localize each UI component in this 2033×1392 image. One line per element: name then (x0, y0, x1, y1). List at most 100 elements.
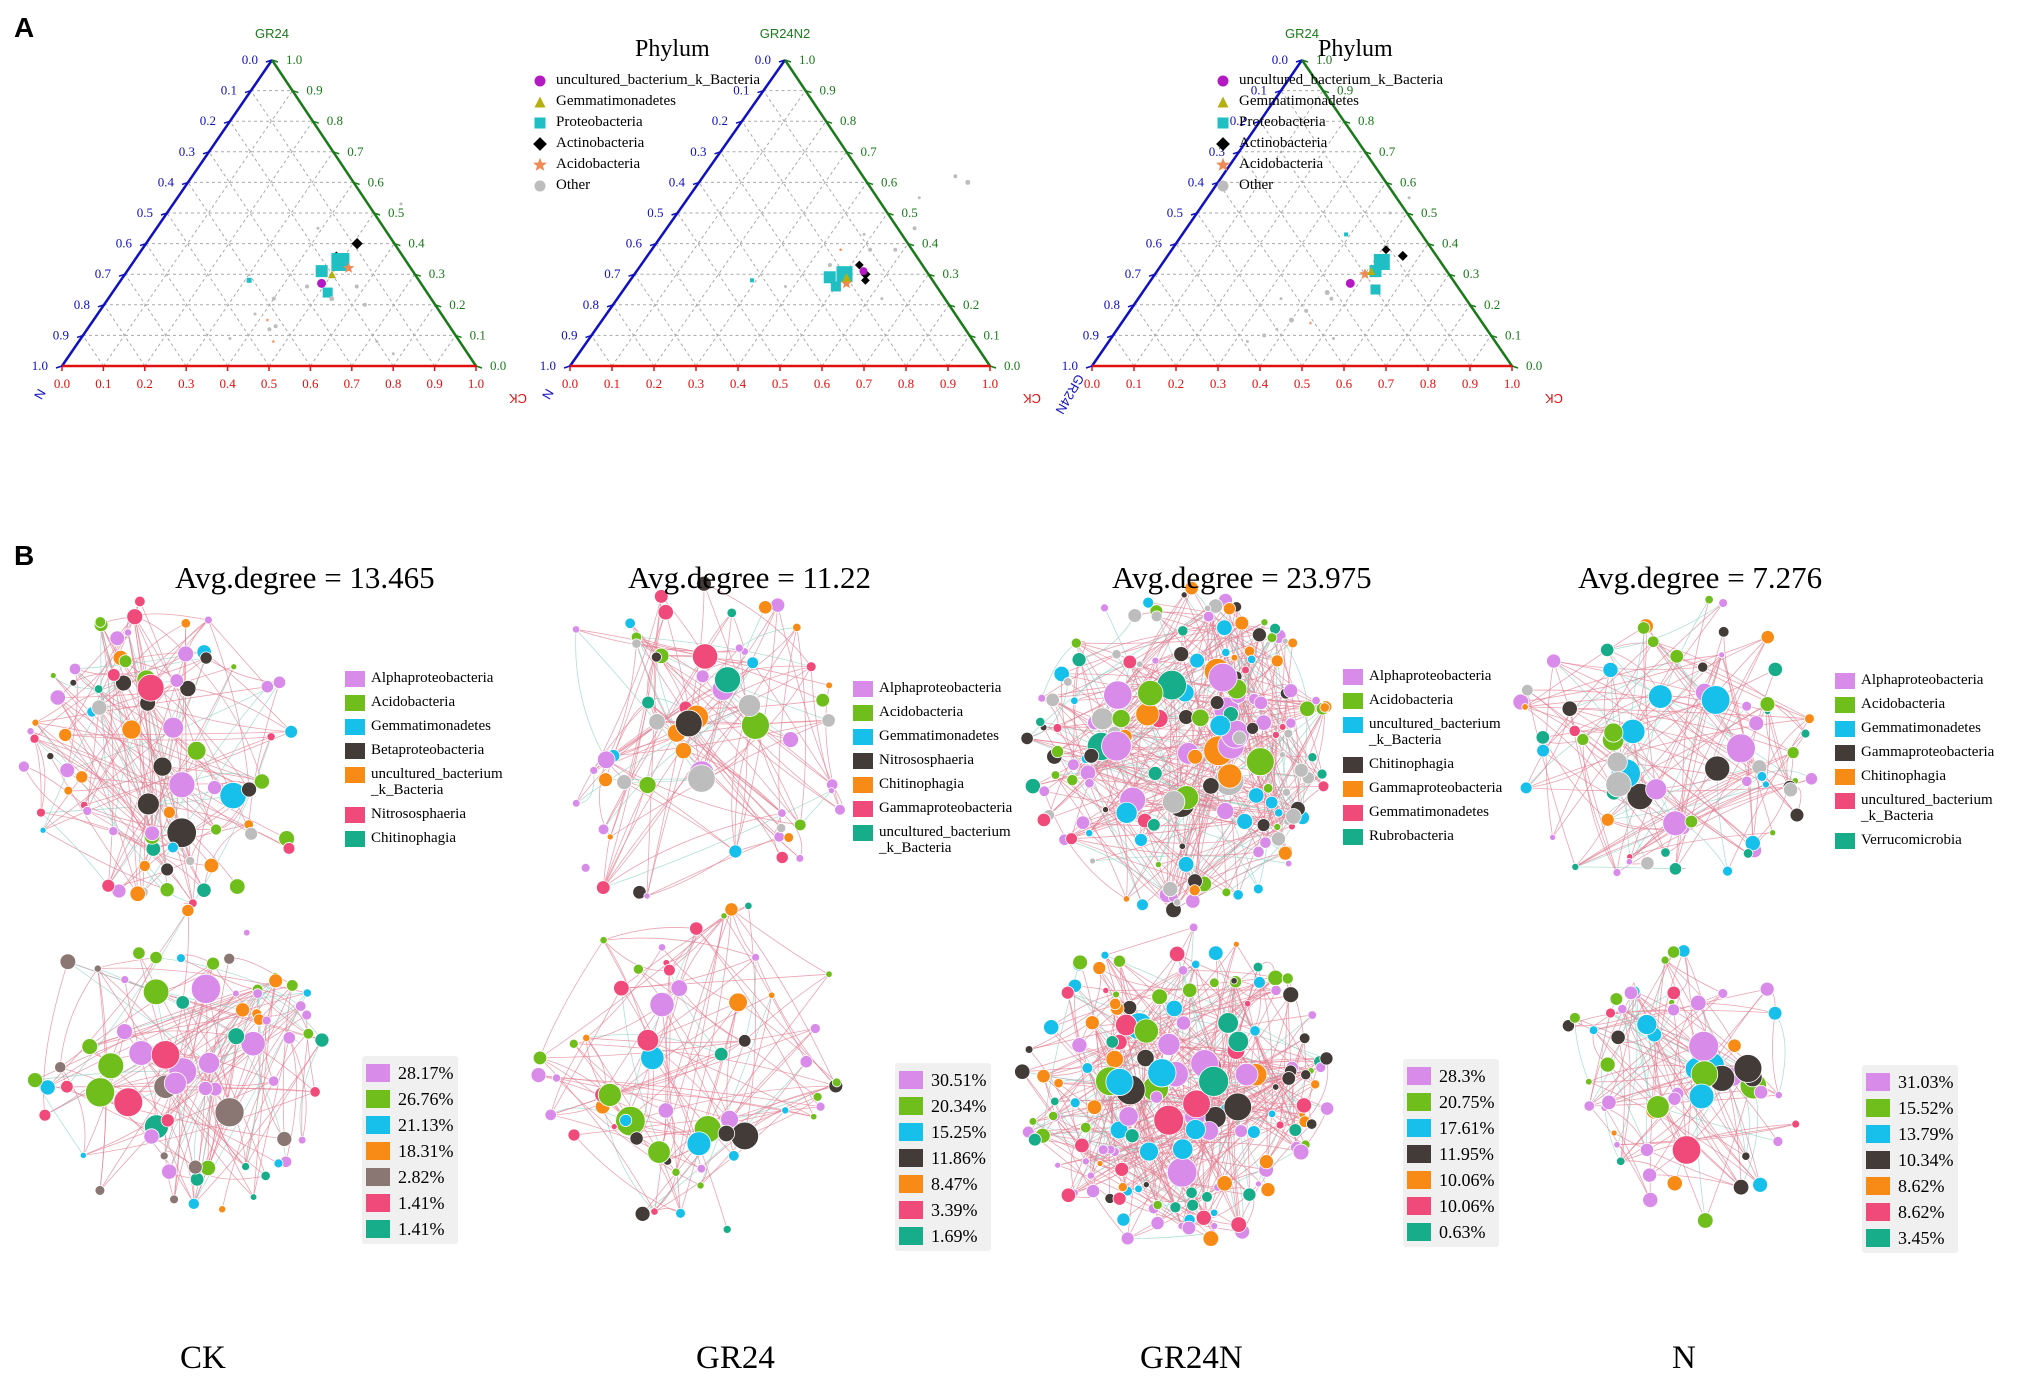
network-node (1260, 1182, 1276, 1198)
network-edge (1657, 1046, 1704, 1108)
network-edge (208, 619, 268, 687)
network-node (1271, 730, 1280, 739)
network-edge (1715, 699, 1757, 724)
network-node (1310, 1079, 1321, 1090)
network-node (232, 989, 240, 998)
tick (202, 151, 210, 155)
network-node (1290, 1140, 1303, 1154)
network-edge (603, 705, 750, 830)
network-node (624, 617, 636, 629)
percentage-label: 8.47% (931, 1173, 978, 1194)
data-point (1381, 245, 1391, 255)
tick (1448, 273, 1456, 277)
network-edge (613, 702, 649, 756)
tick (1274, 89, 1282, 94)
network-edge (1646, 1024, 1761, 1186)
network-node (58, 727, 73, 742)
legend-item: Acidobacteria (1213, 156, 1323, 173)
network-edge (34, 738, 149, 805)
color-swatch (899, 1227, 923, 1245)
network-edge (67, 961, 323, 1041)
network-edge (99, 1071, 183, 1093)
network-edge (256, 993, 267, 1021)
network-edge (1176, 953, 1255, 1133)
network-edge (1114, 1003, 1123, 1131)
network-node (630, 631, 643, 643)
network-edge (34, 738, 217, 830)
network-edge (1155, 773, 1298, 810)
network-node (1301, 771, 1315, 785)
data-point (246, 277, 252, 283)
network-edge (1247, 1003, 1268, 1162)
color-swatch (1866, 1203, 1890, 1221)
network-edge (144, 865, 193, 904)
network-edge (1156, 616, 1278, 662)
network-edge (216, 789, 250, 830)
network-edge (108, 666, 235, 886)
network-edge (1625, 773, 1676, 824)
network-edge (1094, 1003, 1248, 1027)
tick-label: 0.5 (1294, 376, 1310, 391)
network-edge (1127, 1182, 1225, 1239)
network-edge (152, 831, 182, 850)
legend-item: Nitrososphaeria (853, 752, 974, 769)
network-node (1283, 816, 1292, 826)
network-edge (1290, 1058, 1327, 1074)
legend-label: Verrucomicrobia (1861, 832, 1962, 848)
tick-label: 0.1 (604, 376, 620, 391)
network-edge (1102, 650, 1250, 720)
tick-label: 0.8 (898, 376, 914, 391)
network-edge (156, 989, 258, 1127)
color-swatch (1407, 1171, 1431, 1189)
axis-title-right: CK (509, 391, 527, 406)
network-node (1717, 626, 1730, 638)
network-edge (1607, 649, 1661, 697)
network-edge (1287, 978, 1307, 1075)
network-edge (1180, 612, 1213, 804)
network-node (1117, 728, 1133, 745)
network-node (106, 668, 121, 682)
network-edge (1786, 733, 1806, 788)
network-edge (1263, 706, 1326, 723)
network-edge (1043, 1041, 1120, 1077)
data-point (1345, 278, 1355, 288)
tick (887, 212, 894, 216)
network-edge (1044, 790, 1226, 812)
network-node (722, 1224, 732, 1234)
network-edge (613, 724, 756, 757)
network-edge (1110, 1014, 1313, 1150)
network-edge (1254, 698, 1326, 708)
percentage-legend-ck: 28.17% 26.76% 21.13% 18.31% 2.82% 1.41% 1.41% (362, 1056, 458, 1244)
network-node (1166, 1157, 1198, 1188)
network-edge (1111, 994, 1117, 1152)
network-edge (1617, 692, 1705, 763)
color-swatch (1407, 1093, 1431, 1111)
network-edge (1175, 1058, 1327, 1075)
grid-line (1385, 273, 1450, 367)
network-edge (1675, 654, 1723, 869)
network-node (207, 1081, 223, 1097)
network-node (1096, 1160, 1104, 1167)
network-edge (1653, 641, 1806, 734)
network-node (143, 827, 161, 845)
network-node (1272, 1083, 1280, 1091)
network-node (1248, 787, 1265, 804)
network-edge (701, 612, 733, 774)
network-edge (614, 1085, 836, 1128)
network-edge (1185, 608, 1230, 865)
network-edge (683, 748, 685, 751)
network-edge (208, 619, 250, 790)
data-point (1217, 75, 1229, 86)
network-edge (614, 1126, 727, 1136)
network-node (1105, 1035, 1119, 1049)
network-node (1142, 596, 1155, 609)
network-edge (1571, 1017, 1594, 1031)
network-edge (774, 812, 783, 858)
legend-label: Gemmatimonadetes (1861, 720, 1981, 736)
network-edge (1156, 610, 1259, 890)
network-edge (1228, 780, 1293, 827)
network-edge (257, 989, 323, 1041)
network-edge (1156, 616, 1255, 700)
grid-line (166, 212, 270, 367)
legend-item: Acidobacteria (853, 704, 963, 721)
